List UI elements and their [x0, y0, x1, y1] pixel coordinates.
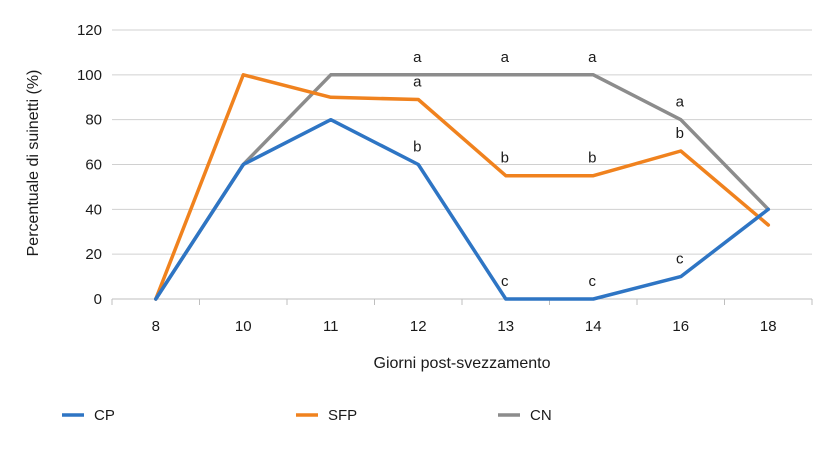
significance-label: c [501, 273, 509, 290]
legend: CP SFP CN [62, 407, 552, 424]
y-axis-title: Percentuale di suinetti (%) [25, 70, 42, 257]
series-lines [154, 73, 771, 301]
x-tick-label: 18 [760, 318, 777, 335]
series-line-cn [154, 73, 771, 301]
x-axis: 8 10 11 12 13 14 16 18 [111, 298, 813, 335]
series-line-cp [154, 117, 771, 301]
significance-label: c [589, 273, 597, 290]
series-line-sfp [154, 73, 771, 301]
legend-label: CP [94, 407, 115, 424]
y-tick-label: 0 [94, 291, 102, 308]
legend-label: SFP [328, 407, 357, 424]
x-axis-title: Giorni post-svezzamento [374, 355, 551, 372]
significance-label: b [588, 150, 596, 167]
significance-label: a [501, 49, 510, 66]
significance-label: b [413, 139, 421, 156]
significance-label: a [588, 49, 597, 66]
significance-label: c [676, 251, 684, 268]
y-tick-label: 60 [85, 157, 102, 174]
legend-item-cn: CN [498, 407, 552, 424]
y-tick-label: 20 [85, 246, 102, 263]
x-tick-label: 8 [152, 318, 160, 335]
significance-label: a [413, 49, 422, 66]
significance-label: a [676, 94, 685, 111]
legend-label: CN [530, 407, 552, 424]
legend-item-sfp: SFP [296, 407, 357, 424]
y-tick-label: 80 [85, 112, 102, 129]
x-tick-label: 14 [585, 318, 602, 335]
x-tick-label: 12 [410, 318, 427, 335]
y-tick-label: 40 [85, 201, 102, 218]
significance-label: b [676, 125, 684, 142]
y-axis-ticks: 0 20 40 60 80 100 120 [77, 22, 102, 308]
x-tick-label: 13 [497, 318, 514, 335]
x-tick-label: 10 [235, 318, 252, 335]
x-tick-label: 16 [672, 318, 689, 335]
legend-item-cp: CP [62, 407, 115, 424]
y-tick-label: 120 [77, 22, 102, 39]
x-tick-label: 11 [323, 318, 339, 335]
y-tick-label: 100 [77, 67, 102, 84]
significance-label: b [501, 150, 509, 167]
significance-label: a [413, 73, 422, 90]
